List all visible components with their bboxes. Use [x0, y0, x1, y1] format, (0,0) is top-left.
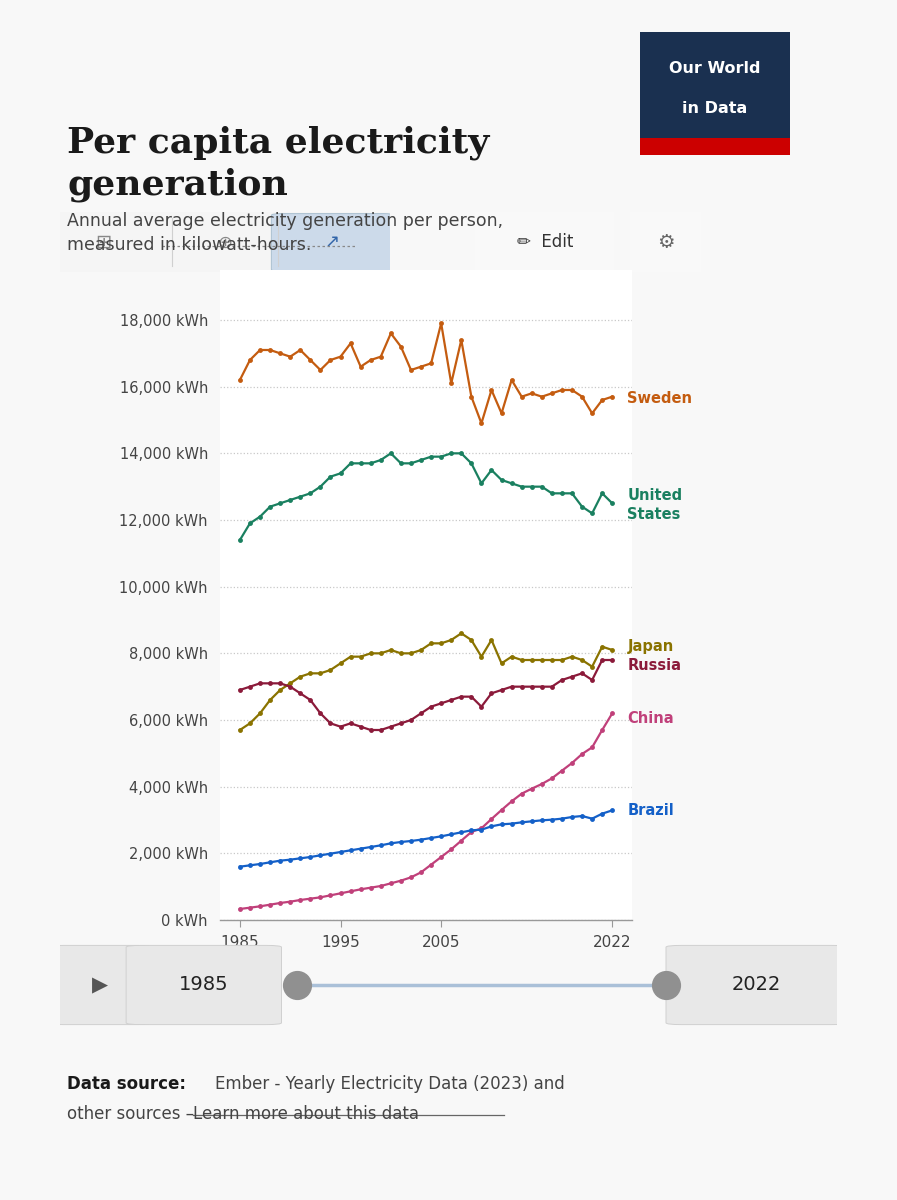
Text: Sweden: Sweden	[627, 391, 692, 406]
FancyBboxPatch shape	[272, 214, 394, 271]
Text: Learn more about this data: Learn more about this data	[193, 1105, 419, 1123]
Text: China: China	[627, 710, 674, 726]
Text: ⊞: ⊞	[95, 233, 111, 252]
Bar	[640, 138, 790, 155]
FancyBboxPatch shape	[666, 946, 847, 1025]
Text: ⊕: ⊕	[218, 233, 232, 251]
FancyBboxPatch shape	[470, 210, 620, 275]
Text: Data source:: Data source:	[67, 1075, 187, 1093]
Text: Annual average electricity generation per person,: Annual average electricity generation pe…	[67, 212, 503, 230]
Text: in Data: in Data	[683, 101, 747, 115]
Text: other sources –: other sources –	[67, 1105, 200, 1123]
Text: ✏  Edit: ✏ Edit	[517, 233, 573, 251]
Text: 2022: 2022	[731, 976, 780, 995]
Text: 1985: 1985	[179, 976, 229, 995]
Text: Russia: Russia	[627, 658, 682, 672]
Text: measured in kilowatt-hours.: measured in kilowatt-hours.	[67, 236, 311, 254]
Text: Ember - Yearly Electricity Data (2023) and: Ember - Yearly Electricity Data (2023) a…	[215, 1075, 565, 1093]
Text: United
States: United States	[627, 488, 683, 522]
FancyBboxPatch shape	[126, 946, 282, 1025]
Text: Our World: Our World	[669, 61, 761, 77]
Text: ▶: ▶	[91, 974, 108, 995]
FancyBboxPatch shape	[627, 210, 704, 275]
Text: ⚙: ⚙	[657, 233, 675, 252]
Text: Per capita electricity: Per capita electricity	[67, 126, 490, 161]
Text: generation: generation	[67, 168, 288, 203]
Text: Japan: Japan	[627, 640, 674, 654]
Text: ↗: ↗	[325, 233, 340, 251]
Text: Brazil: Brazil	[627, 803, 675, 818]
FancyBboxPatch shape	[48, 946, 151, 1025]
Bar	[640, 32, 790, 138]
FancyBboxPatch shape	[47, 210, 404, 275]
